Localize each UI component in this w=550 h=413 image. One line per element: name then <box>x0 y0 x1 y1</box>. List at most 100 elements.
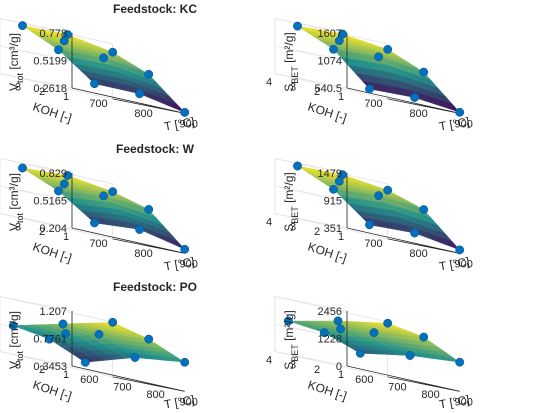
y-tick-label: 3 <box>290 81 296 93</box>
z-axis-label-sub: BET <box>290 206 300 224</box>
data-point-8 <box>135 89 145 99</box>
data-point-3 <box>383 185 393 195</box>
z-tick-label: 0.204 <box>39 223 67 235</box>
z-axis-label-unit: [cm³/g] <box>7 311 21 351</box>
x-tick-label: 900 <box>180 118 198 130</box>
y-tick-label: 2 <box>39 364 45 376</box>
y-tick-label: 1 <box>338 231 344 243</box>
x-tick-label: 800 <box>409 108 427 120</box>
z-tick-label: 0.778 <box>39 28 67 40</box>
data-point-2 <box>333 316 343 326</box>
x-tick-label: 700 <box>364 238 382 250</box>
z-tick-label: 1.207 <box>39 306 67 318</box>
x-tick-label: 600 <box>80 374 98 386</box>
z-tick-label: 2456 <box>318 306 342 318</box>
data-point-4 <box>54 45 63 55</box>
x-axis-label: T [°C] <box>163 255 196 274</box>
z-tick-label: 0.7761 <box>33 334 67 346</box>
chart-panel-1: Feedstock: KC 0.778 0.5199 0.2618 Vtot [cm³/… <box>0 2 198 134</box>
data-point-10 <box>336 324 346 334</box>
x-tick-label: 800 <box>146 389 164 401</box>
data-point-4 <box>329 44 338 54</box>
grid-line <box>274 158 388 185</box>
chart-title: Feedstock: KC <box>113 2 197 16</box>
grid-line <box>0 158 113 185</box>
z-tick-label: 0.5199 <box>33 56 67 68</box>
data-point-10 <box>334 176 344 186</box>
x-tick-label: 700 <box>89 98 107 110</box>
z-axis-label-main: V <box>7 361 21 369</box>
y-tick-label: 1 <box>338 369 344 381</box>
z-tick-label: 0 <box>336 361 342 373</box>
data-point-8 <box>410 228 420 238</box>
data-point-3 <box>108 187 118 197</box>
z-axis-label-main: S <box>282 84 296 92</box>
y-tick-label: 1 <box>338 91 344 103</box>
y-tick-label: 3 <box>15 81 21 93</box>
data-point-10 <box>61 329 71 339</box>
data-point-6 <box>419 67 429 77</box>
z-axis-label-main: S <box>282 362 296 370</box>
data-point-5 <box>369 328 379 338</box>
y-tick-label: 2 <box>314 86 320 98</box>
x-axis-label: T [°C] <box>438 255 471 274</box>
axis-line <box>346 365 460 392</box>
y-tick-label: 2 <box>314 226 320 238</box>
data-point-6 <box>419 332 429 342</box>
z-axis-label-sub: tot <box>15 73 25 84</box>
z-tick-label: 915 <box>324 196 342 208</box>
data-point-1 <box>293 161 302 171</box>
z-axis-label-main: S <box>282 224 296 232</box>
data-point-4 <box>54 186 63 196</box>
data-point-8 <box>135 225 145 234</box>
data-point-3 <box>108 317 118 327</box>
data-point-2 <box>58 319 68 329</box>
x-axis-label: T [°C] <box>438 115 471 134</box>
data-point-5 <box>99 191 109 201</box>
z-tick-label: 1074 <box>318 56 342 68</box>
x-tick-label: 900 <box>180 258 198 270</box>
data-point-10 <box>334 36 344 46</box>
y-tick-label: 4 <box>266 217 272 229</box>
y-tick-label: 1 <box>63 231 69 243</box>
x-tick-label: 700 <box>388 381 406 393</box>
data-point-7 <box>355 348 365 358</box>
data-point-6 <box>144 334 154 344</box>
chart-panel-5: Feedstock: PO 1.207 0.7761 0.3453 Vtot [cm³/… <box>0 280 198 412</box>
x-tick-label: 900 <box>455 396 473 408</box>
y-tick-label: 1 <box>63 369 69 381</box>
z-axis-label-sub: tot <box>15 213 25 224</box>
data-point-5 <box>374 52 384 62</box>
x-tick-label: 700 <box>89 238 107 250</box>
data-point-7 <box>90 79 99 89</box>
data-point-1 <box>8 321 18 331</box>
data-point-6 <box>144 205 154 214</box>
data-point-4 <box>319 328 329 338</box>
y-tick-label: 1 <box>63 91 69 103</box>
y-tick-label: 3 <box>290 221 296 233</box>
data-point-1 <box>283 316 293 326</box>
z-tick-label: 1607 <box>318 28 342 40</box>
data-point-8 <box>130 353 140 362</box>
z-axis-label: SBET [m²/g] <box>282 172 300 232</box>
z-axis-label-sub: BET <box>290 344 300 362</box>
grid-line <box>274 351 388 378</box>
x-tick-label: 900 <box>455 258 473 270</box>
surface <box>297 25 461 113</box>
z-axis-label: Vtot [cm³/g] <box>7 311 25 369</box>
grid-line <box>0 213 113 240</box>
data-point-4 <box>329 184 338 194</box>
z-axis-label-unit: [cm³/g] <box>7 173 21 213</box>
data-point-9 <box>180 107 190 117</box>
data-point-6 <box>144 69 154 79</box>
grid-line <box>274 213 388 240</box>
data-point-1 <box>293 21 302 31</box>
y-axis-label: KOH [-] <box>31 378 73 404</box>
x-tick-label: 800 <box>421 389 439 401</box>
x-tick-label: 700 <box>364 98 382 110</box>
axis-line <box>71 365 185 392</box>
z-axis-label-unit: [m²/g] <box>282 172 296 206</box>
x-axis-label: T [°C] <box>163 393 196 412</box>
